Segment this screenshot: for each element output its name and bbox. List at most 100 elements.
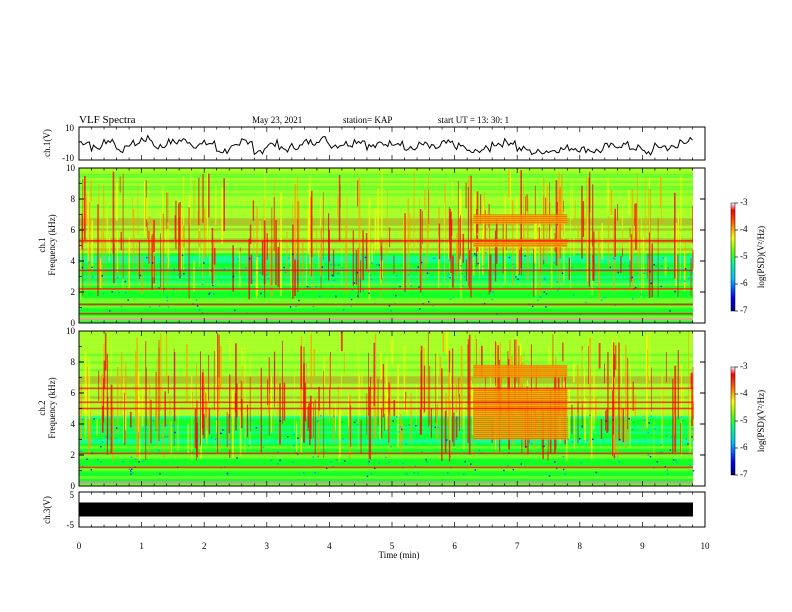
spectrogram-streak [88, 419, 90, 446]
spectrogram-speck [660, 444, 662, 446]
spectrogram-streak [193, 260, 195, 292]
spectrogram-streak [292, 202, 293, 224]
spectrogram-streak [132, 209, 135, 267]
spectrogram-streak [509, 170, 511, 223]
spectrogram-streak [674, 415, 675, 436]
spectrogram-speck [364, 256, 367, 259]
spectrogram-speck [589, 414, 591, 417]
spectrogram-streak [481, 230, 484, 275]
spectrogram-row [79, 213, 693, 216]
spectrogram-streak [585, 397, 587, 443]
spectrogram-streak [674, 192, 676, 279]
spectrogram-streak [525, 196, 526, 223]
spectrogram-row [79, 468, 693, 472]
ch2-colorbar-scale [730, 366, 736, 476]
spectrogram-streak [489, 254, 492, 292]
spectrogram-speck [295, 305, 297, 308]
spectrogram-speck [669, 310, 671, 312]
spectrogram-streak [682, 386, 684, 405]
spectrogram-streak [308, 403, 309, 428]
spectrogram-streak [373, 342, 376, 407]
spectrogram-streak [459, 394, 460, 432]
spectrogram-streak [298, 201, 300, 277]
spectrogram-speck [357, 295, 359, 297]
spectrogram-streak [573, 415, 576, 449]
spectrogram-streak [103, 360, 106, 390]
spectrogram-speck [418, 286, 420, 288]
spectrogram-streak [385, 240, 387, 294]
spectrogram-streak [81, 213, 83, 250]
colorbar-tick-label: -5 [740, 415, 748, 425]
spectrogram-streak [442, 332, 445, 353]
spectrogram-speck [105, 436, 107, 438]
spectrogram-streak [426, 218, 428, 265]
ytick-label: 0 [71, 481, 76, 491]
spectrogram-streak [136, 337, 138, 458]
spectrogram-speck [177, 274, 180, 276]
spectrogram-streak [232, 390, 234, 458]
spectrogram-streak [478, 244, 481, 270]
spectrogram-speck [93, 418, 95, 420]
spectrogram-speck [81, 266, 84, 269]
spectrogram-streak [561, 173, 563, 230]
spectrogram-streak [221, 187, 224, 244]
spectrogram-speck [402, 462, 404, 465]
spectrogram-streak [127, 247, 129, 292]
spectrogram-streak [620, 256, 622, 273]
spectrogram-speck [655, 265, 657, 267]
spectrogram-speck [132, 472, 134, 474]
spectrogram-streak [317, 411, 319, 458]
spectrogram-streak [103, 378, 105, 423]
spectrogram-streak [518, 239, 520, 272]
spectrogram-streak [328, 229, 330, 262]
spectrogram-streak [568, 388, 571, 406]
spectrogram-streak [386, 189, 388, 261]
spectrogram-speck [101, 441, 104, 443]
spectrogram-streak [104, 332, 107, 371]
spectrogram-streak [568, 415, 570, 441]
spectrogram-speck [585, 301, 587, 304]
spectrogram-streak [322, 191, 324, 261]
ytick-label: 4 [71, 419, 76, 429]
spectrogram-streak [476, 191, 479, 235]
spectrogram-speck [215, 418, 217, 420]
spectrogram-speck [124, 280, 127, 283]
spectrogram-speck [267, 277, 270, 280]
spectrogram-streak [143, 181, 146, 237]
spectrogram-streak [629, 364, 631, 448]
spectrogram-streak [203, 378, 205, 408]
spectrogram-streak [449, 208, 451, 262]
spectrogram-speck [515, 276, 517, 278]
spectrogram-streak [333, 249, 335, 277]
spectrogram-speck [111, 291, 114, 293]
spectrogram-speck [82, 418, 84, 421]
spectrogram-speck [289, 264, 291, 267]
ch1-colorbar-label: log(PSD)(V²/Hz) [756, 226, 766, 288]
spectrogram-streak [100, 258, 102, 290]
spectrogram-streak [101, 230, 103, 287]
spectrogram-speck [417, 472, 419, 475]
spectrogram-row [79, 225, 693, 229]
spectrogram-streak [600, 418, 603, 439]
spectrogram-row [79, 473, 693, 477]
xtick-label: 0 [77, 541, 82, 551]
spectrogram-speck [166, 299, 169, 302]
ch1-ytick-bottom: -10 [62, 153, 74, 163]
spectrogram-speck [378, 264, 381, 266]
spectrogram-streak [368, 352, 369, 416]
spectrogram-speck [533, 267, 535, 269]
spectrogram-streak [246, 404, 249, 438]
spectrogram-speck [661, 451, 663, 454]
spectrogram-streak [208, 354, 210, 402]
spectrogram-speck [632, 421, 635, 424]
spectrogram-streak [88, 202, 91, 288]
spectrogram-speck [120, 305, 123, 308]
spectrogram-streak [313, 402, 314, 438]
spectrogram-streak [175, 200, 177, 249]
spectrogram-speck [659, 451, 662, 454]
spectrogram-streak [393, 255, 395, 274]
spectrogram-streak [201, 372, 204, 429]
spectrogram-streak [249, 224, 252, 245]
spectrogram-streak [476, 338, 477, 370]
spectrogram-speck [371, 262, 373, 264]
